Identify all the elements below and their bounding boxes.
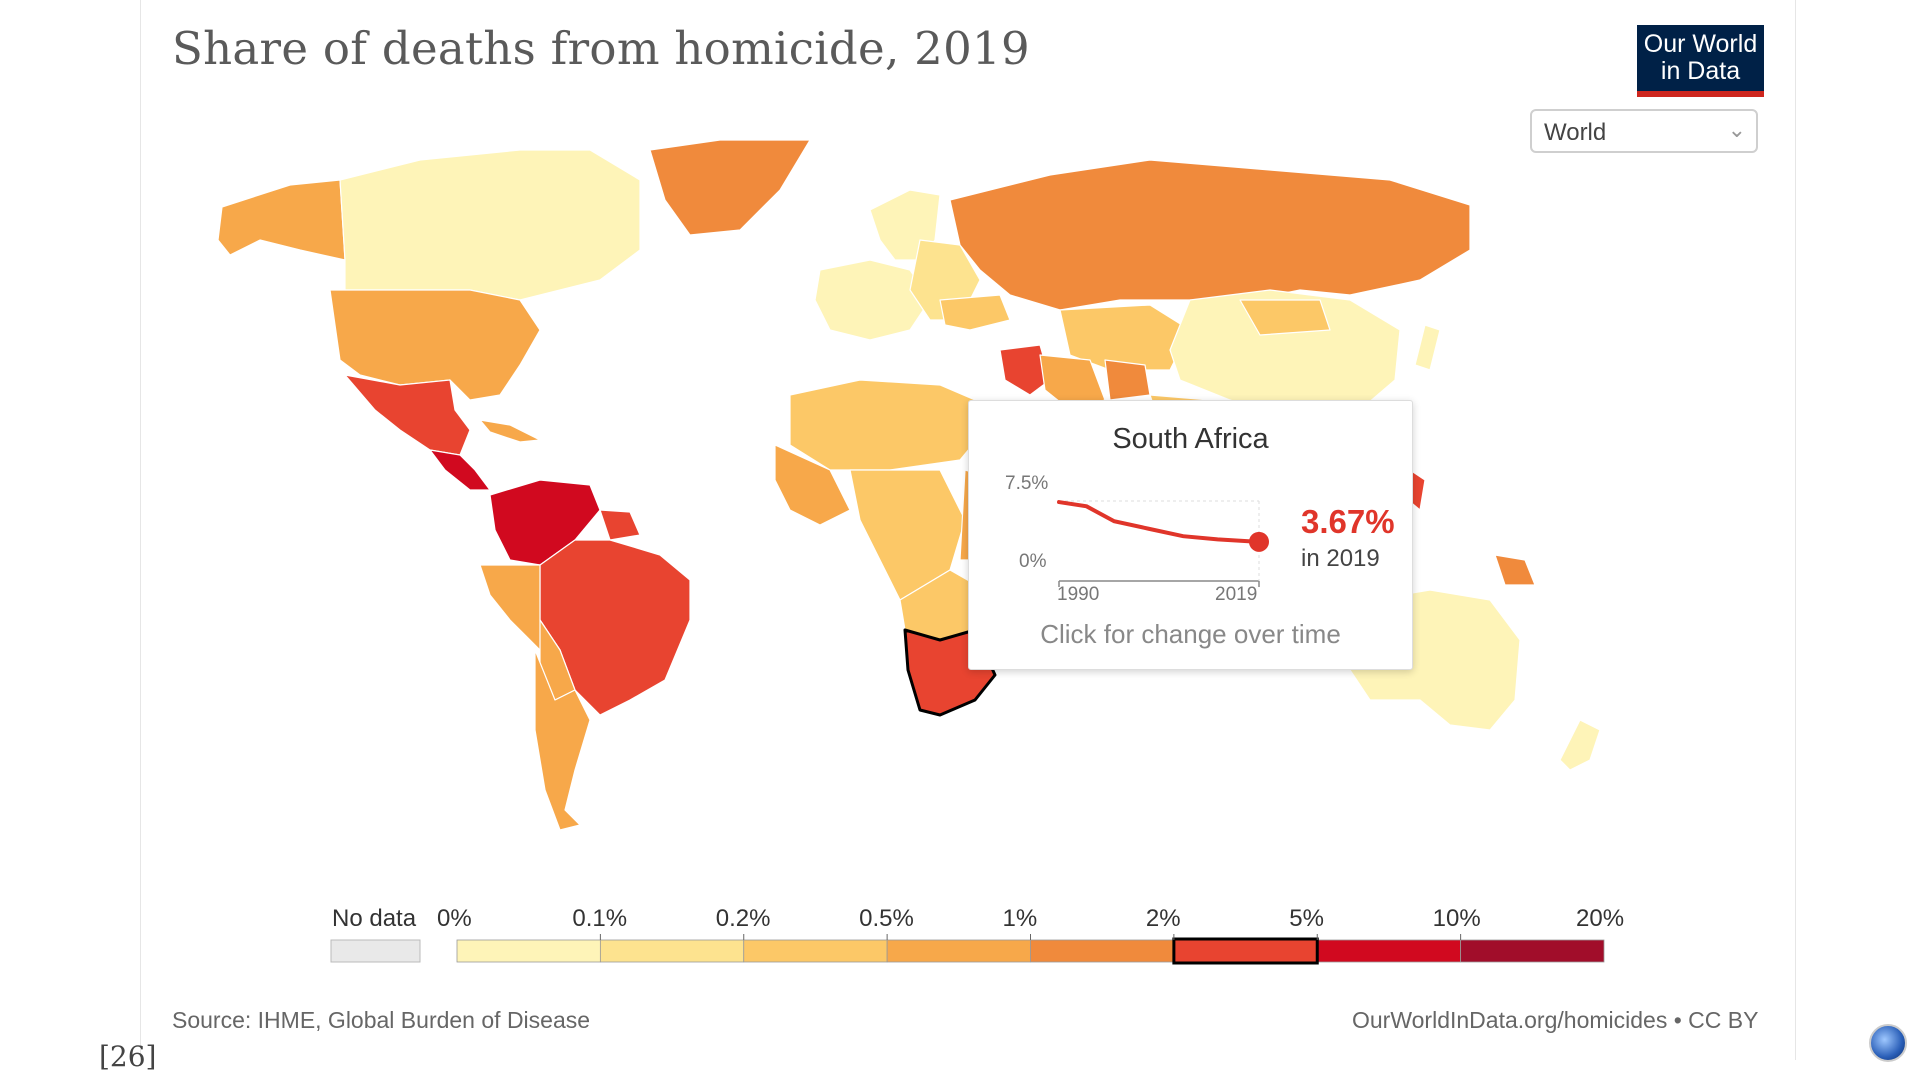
chevron-down-icon: ⌄ bbox=[1727, 117, 1746, 142]
country-mongolia bbox=[1239, 299, 1331, 336]
legend-no-data-label: No data bbox=[332, 905, 417, 932]
country-usa bbox=[329, 289, 541, 401]
legend-bin-label: 0.1% bbox=[572, 905, 628, 932]
country-ukraine bbox=[939, 294, 1011, 331]
region-select-value: World bbox=[1544, 119, 1607, 146]
country-russia bbox=[949, 159, 1471, 311]
logo-line-1: Our World bbox=[1643, 30, 1758, 58]
country-north-africa bbox=[789, 379, 986, 471]
legend-bin-label: 0% bbox=[437, 905, 472, 932]
country-papua-new-guinea bbox=[1494, 554, 1536, 586]
sparkline-series-line bbox=[1057, 500, 1261, 544]
sparkline-y-max-label: 7.5% bbox=[1005, 473, 1049, 494]
sparkline-end-point bbox=[1249, 531, 1269, 552]
legend-bin-label: 2% bbox=[1145, 905, 1181, 932]
country-central-america bbox=[429, 449, 491, 491]
country-canada bbox=[339, 149, 641, 301]
country-western-europe bbox=[814, 259, 931, 341]
country-tooltip[interactable]: South Africa 7.5% 0% 1990 2019 3.67% in … bbox=[968, 400, 1413, 670]
legend-bin-label: 20% bbox=[1576, 905, 1625, 932]
globe-icon[interactable] bbox=[1869, 1024, 1907, 1062]
legend-bin-label: 1% bbox=[1002, 905, 1038, 932]
legend-bin-label: 5% bbox=[1289, 905, 1324, 932]
country-afghanistan bbox=[1104, 359, 1151, 401]
region-select[interactable]: World ⌄ bbox=[1530, 109, 1758, 153]
sparkline-x-end-label: 2019 bbox=[1215, 584, 1258, 605]
country-cuba bbox=[479, 419, 541, 443]
chart-title: Share of deaths from homicide, 2019 bbox=[172, 22, 1030, 75]
country-mexico bbox=[344, 374, 471, 456]
country-argentina-chile bbox=[534, 649, 591, 831]
country-greenland bbox=[649, 139, 811, 236]
legend-bin-label: 0.2% bbox=[715, 905, 771, 932]
tooltip-value: 3.67% bbox=[1301, 503, 1395, 540]
sparkline-x-start-label: 1990 bbox=[1057, 584, 1100, 605]
country-iraq-syria bbox=[999, 344, 1051, 396]
sparkline-y-min-label: 0% bbox=[1019, 551, 1047, 572]
country-west-africa bbox=[774, 444, 851, 526]
country-alaska bbox=[217, 179, 346, 261]
country-new-zealand bbox=[1559, 719, 1601, 771]
owid-logo[interactable]: Our World in Data bbox=[1637, 25, 1764, 97]
source-url-link[interactable]: OurWorldInData.org/homicides • CC BY bbox=[1352, 1007, 1759, 1033]
tooltip-sparkline bbox=[1057, 500, 1269, 587]
reference-marker: [26] bbox=[99, 1040, 157, 1073]
country-guianas bbox=[599, 509, 641, 541]
country-japan bbox=[1414, 324, 1441, 371]
tooltip-footer[interactable]: Click for change over time bbox=[1040, 619, 1341, 649]
tooltip-country-name: South Africa bbox=[1112, 423, 1269, 455]
logo-line-2: in Data bbox=[1660, 57, 1741, 85]
legend-bin-label: 10% bbox=[1432, 905, 1481, 932]
tooltip-year: in 2019 bbox=[1301, 545, 1380, 572]
legend-bin-label: 0.5% bbox=[859, 905, 914, 932]
source-note: Source: IHME, Global Burden of Disease bbox=[172, 1007, 591, 1033]
country-kazakhstan-central-asia bbox=[1059, 304, 1191, 371]
